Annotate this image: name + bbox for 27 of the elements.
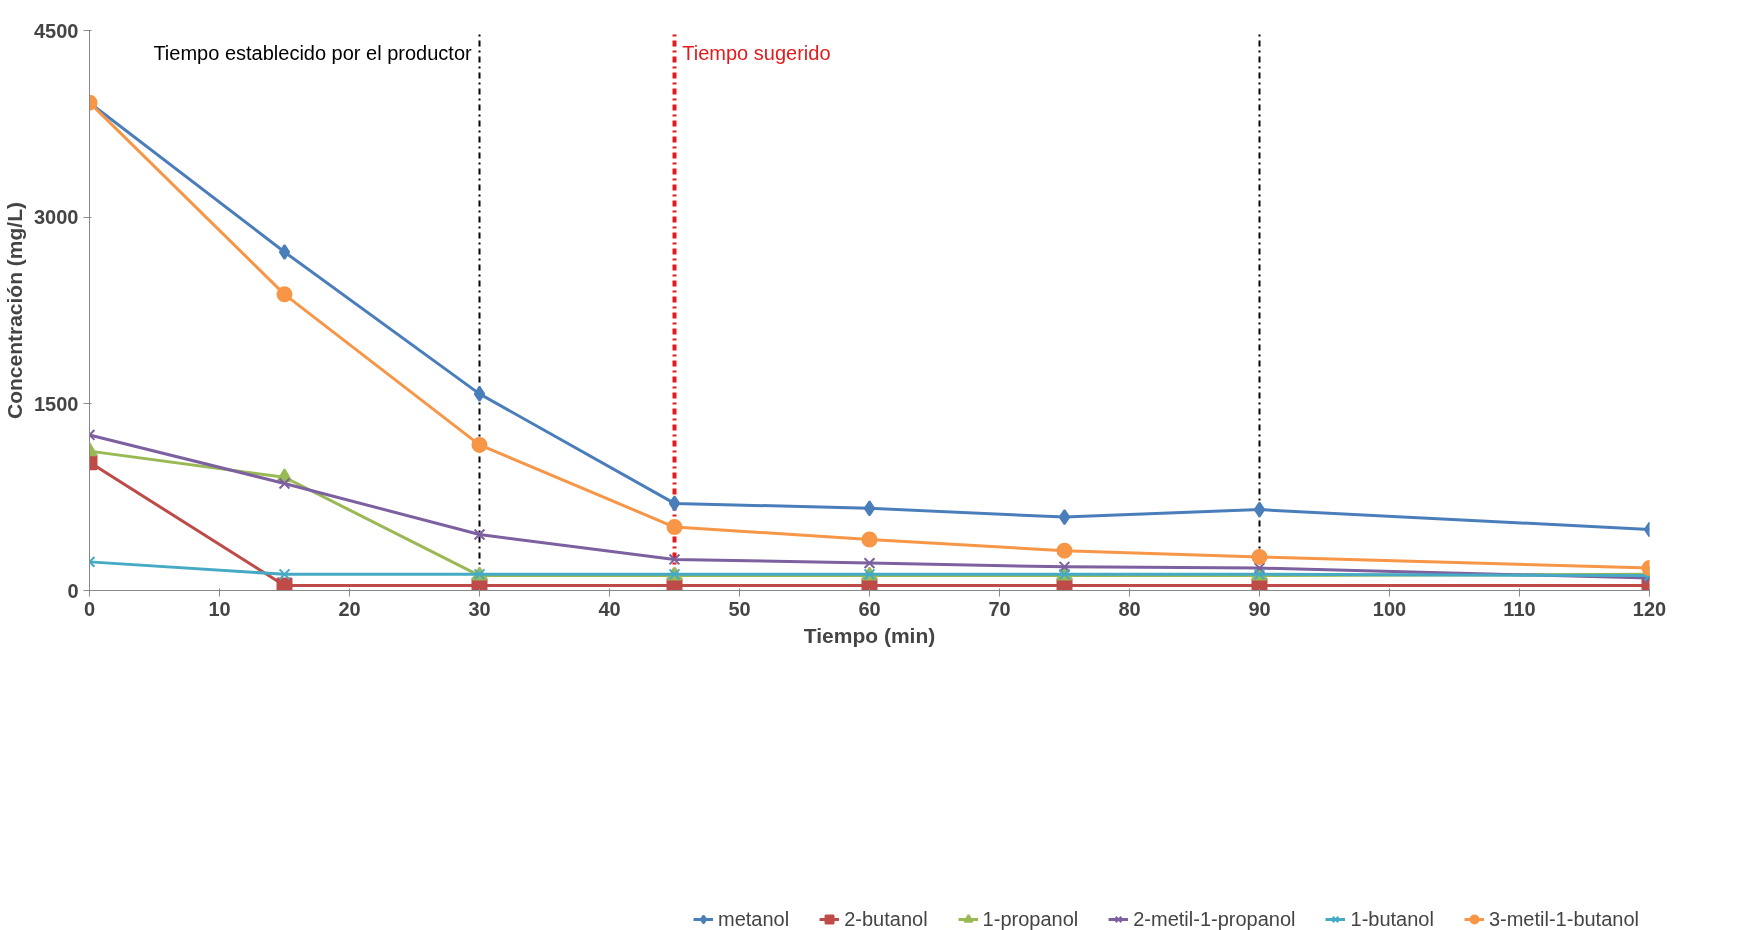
legend-label: 2-metil-1-propanol bbox=[1133, 907, 1296, 930]
x-tick-label: 30 bbox=[468, 597, 491, 620]
y-tick-label: 3000 bbox=[34, 206, 79, 229]
x-tick-label: 120 bbox=[1632, 597, 1667, 620]
x-tick-label: 60 bbox=[858, 597, 881, 620]
y-tick-label: 4500 bbox=[34, 19, 79, 42]
x-tick-label: 80 bbox=[1118, 597, 1141, 620]
x-tick-label: 90 bbox=[1248, 597, 1271, 620]
legend-label: 3-metil-1-butanol bbox=[1488, 907, 1639, 930]
ref-line-label: Tiempo sugerido bbox=[682, 41, 831, 64]
x-tick-label: 100 bbox=[1372, 597, 1407, 620]
legend-label: 2-butanol bbox=[844, 907, 928, 930]
y-tick-label: 0 bbox=[67, 579, 79, 602]
legend-label: 1-propanol bbox=[982, 907, 1079, 930]
y-tick-label: 1500 bbox=[34, 392, 79, 415]
x-tick-label: 0 bbox=[83, 597, 96, 620]
x-tick-label: 10 bbox=[208, 597, 231, 620]
x-tick-label: 20 bbox=[338, 597, 361, 620]
x-axis-title: Tiempo (min) bbox=[803, 623, 936, 647]
ref-line-label: Tiempo establecido por el productor bbox=[153, 41, 473, 64]
legend-label: 1-butanol bbox=[1350, 907, 1434, 930]
legend-label: metanol bbox=[718, 907, 790, 930]
x-tick-label: 50 bbox=[728, 597, 751, 620]
y-axis-title: Concentración (mg/L) bbox=[3, 201, 27, 419]
x-tick-label: 40 bbox=[598, 597, 621, 620]
x-tick-label: 70 bbox=[988, 597, 1011, 620]
x-tick-label: 110 bbox=[1503, 597, 1536, 620]
